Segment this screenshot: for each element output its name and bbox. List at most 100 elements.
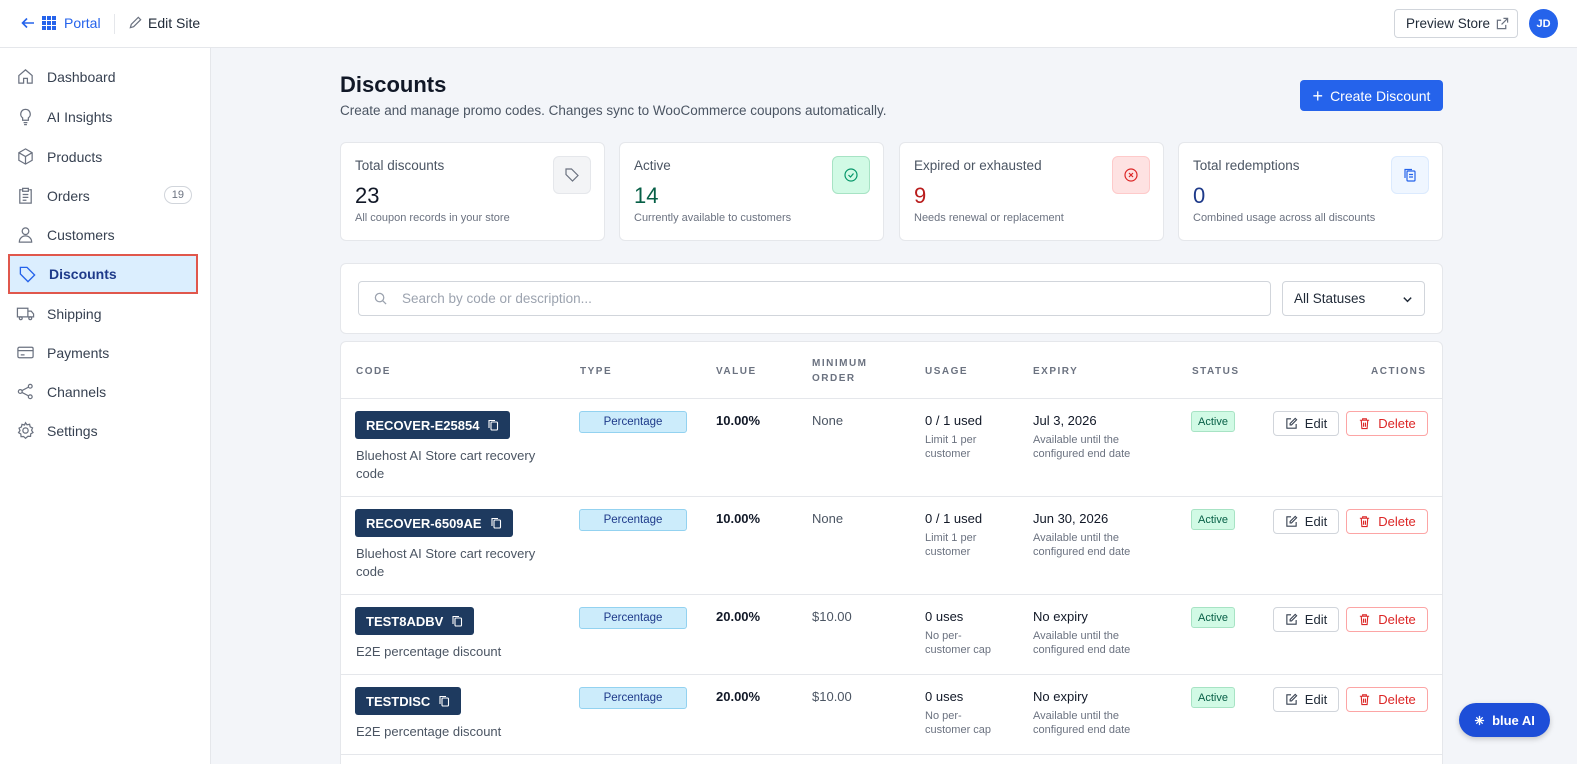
sidebar-item-discounts[interactable]: Discounts	[8, 254, 198, 294]
avatar[interactable]: JD	[1529, 9, 1558, 38]
usage-text: 0 uses	[925, 689, 964, 704]
type-badge: Percentage	[579, 411, 687, 433]
edit-icon	[1286, 515, 1298, 527]
edit-label: Edit	[1304, 514, 1328, 529]
usage-text: 0 uses	[925, 609, 964, 624]
edit-button[interactable]: Edit	[1273, 607, 1339, 632]
expiry-text: Jul 3, 2026	[1033, 413, 1097, 428]
sidebar-item-label: Settings	[47, 422, 98, 439]
discount-code: TESTDISC	[366, 693, 431, 709]
page-title: Discounts	[340, 72, 447, 97]
code-chip[interactable]: RECOVER-E25854	[355, 411, 511, 439]
copy-icon[interactable]	[438, 695, 450, 707]
discount-description: E2E percentage discount	[356, 644, 502, 659]
column-header-code: CODE	[356, 366, 391, 377]
copy-icon[interactable]	[451, 615, 463, 627]
trash-icon	[1360, 516, 1370, 528]
edit-label: Edit	[1304, 692, 1328, 707]
credit-card-icon	[17, 346, 34, 359]
sidebar-item-dashboard[interactable]: Dashboard	[8, 58, 198, 95]
copy-icon[interactable]	[490, 517, 502, 529]
blue-ai-button[interactable]: blue AI	[1459, 703, 1550, 737]
truck-icon	[16, 307, 35, 321]
apps-grid-icon[interactable]	[42, 16, 56, 30]
delete-button[interactable]: Delete	[1346, 509, 1428, 534]
sidebar-item-shipping[interactable]: Shipping	[8, 295, 198, 332]
gear-icon	[17, 421, 34, 440]
usage-subtext: No per-customer cap	[925, 710, 992, 736]
external-link-icon	[1496, 17, 1509, 30]
sidebar-item-payments[interactable]: Payments	[8, 334, 198, 371]
minimum-order: None	[812, 511, 844, 526]
sidebar-item-products[interactable]: Products	[8, 138, 198, 175]
discount-description: E2E percentage discount	[356, 724, 502, 739]
sidebar-item-ai-insights[interactable]: AI Insights	[8, 98, 198, 135]
sidebar-item-label: Dashboard	[47, 68, 116, 85]
edit-icon	[1286, 693, 1298, 705]
discounts-table: CODE TYPE VALUE MINIMUM ORDER USAGE EXPI…	[340, 341, 1443, 764]
edit-label: Edit	[1304, 416, 1328, 431]
orders-count-badge: 19	[163, 186, 192, 204]
search-input[interactable]	[402, 291, 1262, 306]
delete-button[interactable]: Delete	[1346, 607, 1428, 632]
stat-label: Total redemptions	[1193, 158, 1300, 173]
sidebar-item-label: Products	[47, 148, 103, 165]
pencil-icon	[129, 16, 142, 29]
trash-icon	[1360, 418, 1370, 430]
delete-button[interactable]: Delete	[1346, 687, 1428, 712]
preview-store-label: Preview Store	[1406, 16, 1491, 31]
sidebar-item-label: Channels	[47, 383, 107, 400]
user-icon	[18, 227, 33, 243]
create-discount-button[interactable]: + Create Discount	[1300, 80, 1443, 111]
discount-value: 20.00%	[716, 689, 761, 704]
sidebar-item-label: AI Insights	[47, 108, 113, 125]
table-row: TEST8ADBV E2E percentage discount Percen…	[341, 595, 1442, 675]
usage-text: 0 / 1 used	[925, 511, 983, 526]
status-badge: Active	[1191, 411, 1235, 432]
code-chip[interactable]: TESTDISC	[355, 687, 462, 715]
edit-button[interactable]: Edit	[1273, 509, 1339, 534]
edit-button[interactable]: Edit	[1273, 411, 1339, 436]
preview-store-button[interactable]: Preview Store	[1394, 9, 1518, 38]
status-badge: Active	[1191, 607, 1235, 628]
column-header-min-order-line1: MINIMUM	[812, 358, 868, 369]
sparkle-icon	[1474, 715, 1485, 725]
sidebar: Dashboard AI Insights Products Orders 19…	[0, 48, 211, 764]
lightbulb-icon	[20, 108, 31, 126]
delete-label: Delete	[1378, 514, 1416, 529]
home-icon	[18, 69, 33, 84]
expiry-text: No expiry	[1033, 689, 1088, 704]
expiry-text: Jun 30, 2026	[1033, 511, 1109, 526]
code-chip[interactable]: RECOVER-6509AE	[355, 509, 513, 537]
expiry-subtext: Available until the configured end date	[1033, 434, 1131, 460]
portal-link[interactable]: Portal	[64, 15, 101, 31]
column-header-usage: USAGE	[925, 366, 969, 377]
edit-button[interactable]: Edit	[1273, 687, 1339, 712]
edit-site-link[interactable]: Edit Site	[148, 15, 201, 31]
clipboard-icon	[19, 187, 32, 204]
column-header-min-order-line2: ORDER	[812, 373, 856, 384]
stat-value: 14	[634, 183, 659, 208]
expiry-text: No expiry	[1033, 609, 1088, 624]
sidebar-item-customers[interactable]: Customers	[8, 216, 198, 253]
delete-label: Delete	[1378, 416, 1416, 431]
discount-code: RECOVER-6509AE	[366, 515, 482, 531]
delete-button[interactable]: Delete	[1346, 411, 1428, 436]
stat-hint: Currently available to customers	[634, 212, 792, 224]
copy-icon[interactable]	[487, 419, 499, 431]
code-chip[interactable]: TEST8ADBV	[355, 607, 475, 635]
table-row: TESTDISC E2E percentage discount Percent…	[341, 675, 1442, 755]
sidebar-item-orders[interactable]: Orders 19	[8, 177, 198, 214]
sidebar-item-channels[interactable]: Channels	[8, 373, 198, 410]
edit-label: Edit	[1304, 612, 1328, 627]
sidebar-item-settings[interactable]: Settings	[8, 412, 198, 449]
column-header-expiry: EXPIRY	[1033, 366, 1079, 377]
stat-card-redemptions: Total redemptions 0 Combined usage acros…	[1178, 142, 1443, 241]
discount-code: TEST8ADBV	[366, 613, 444, 629]
back-arrow-icon[interactable]	[20, 15, 36, 31]
expiry-subtext: Available until the configured end date	[1033, 532, 1131, 558]
filter-bar: All Statuses	[340, 263, 1443, 334]
x-circle-icon	[1112, 156, 1150, 194]
discount-code: RECOVER-E25854	[366, 417, 480, 433]
status-filter-select[interactable]: All Statuses	[1282, 281, 1425, 316]
